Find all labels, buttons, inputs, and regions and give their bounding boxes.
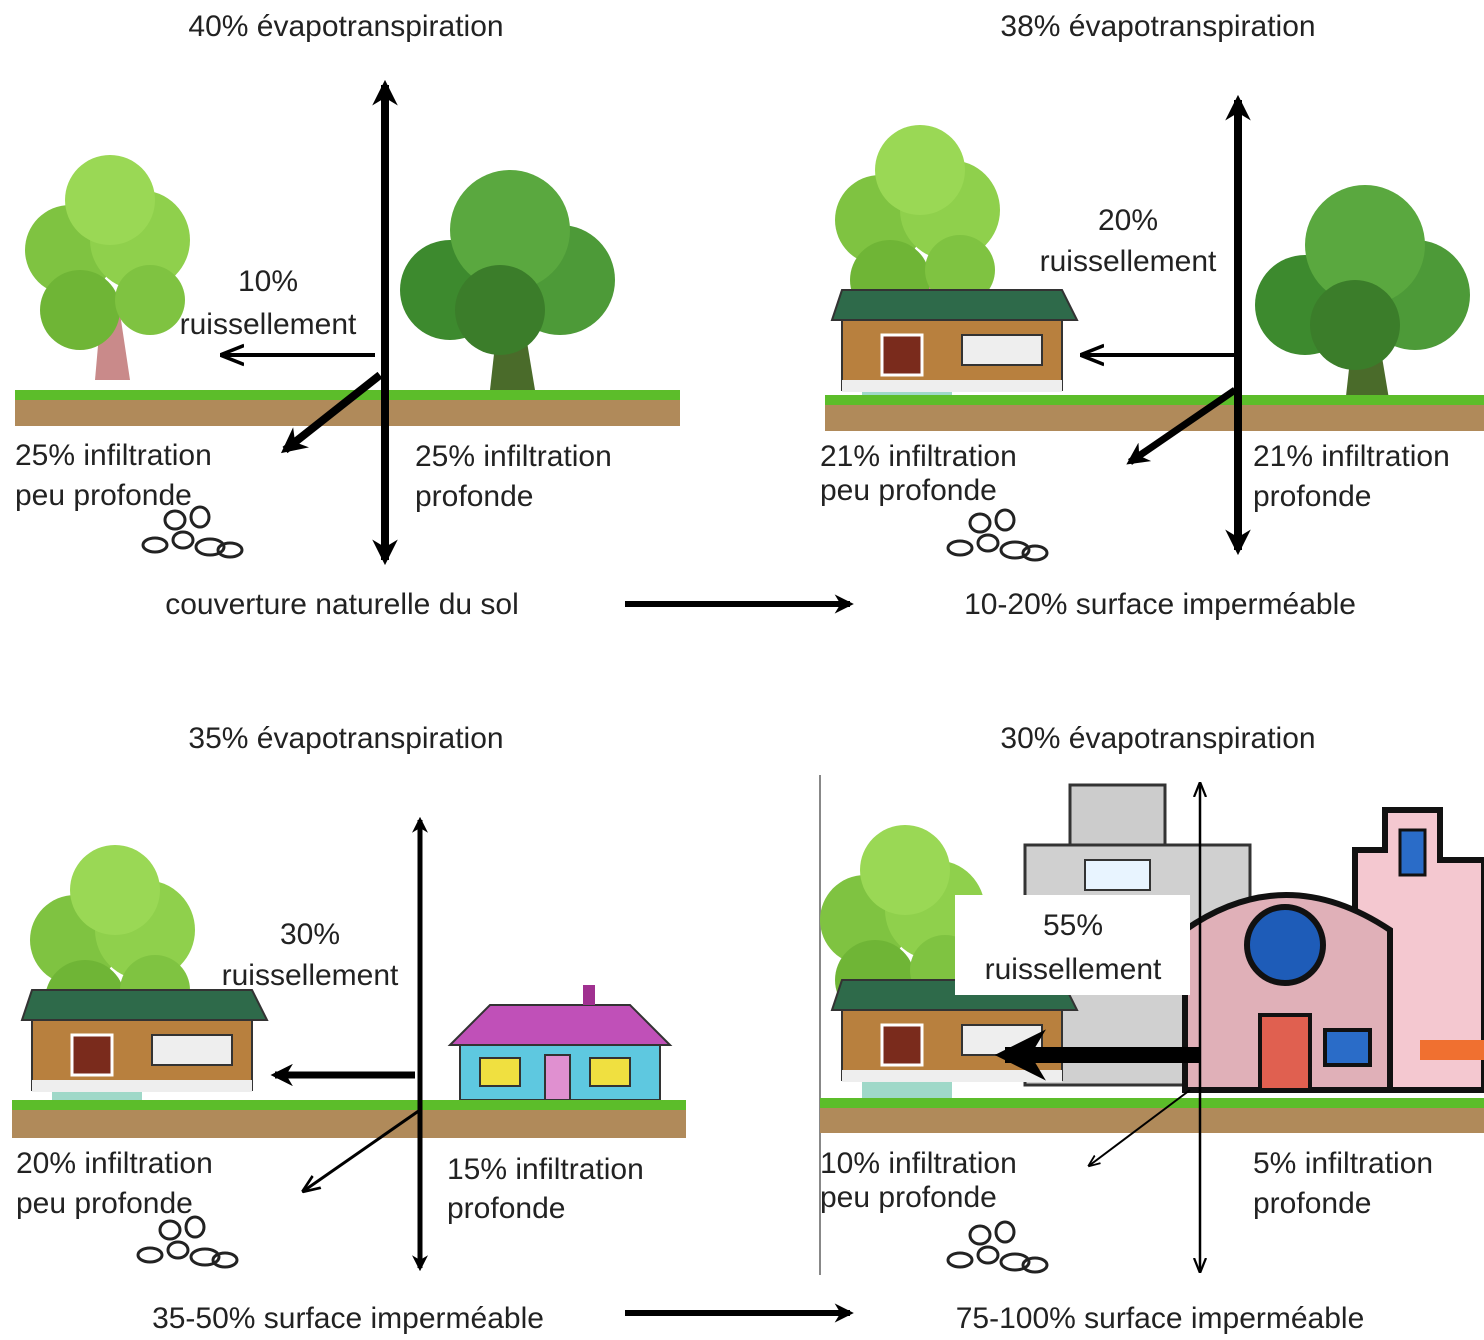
runoff-percent: 55% xyxy=(1043,909,1103,942)
deep-infiltration-label: profonde xyxy=(415,480,533,513)
runoff-percent: 30% xyxy=(280,918,340,951)
panel-caption: couverture naturelle du sol xyxy=(165,588,519,621)
deep-infiltration-label: profonde xyxy=(447,1192,565,1225)
runoff-label: ruissellement xyxy=(180,308,357,341)
deep-infiltration-label: 5% infiltration xyxy=(1253,1147,1433,1180)
panel-caption: 75-100% surface imperméable xyxy=(956,1302,1365,1335)
runoff-label: ruissellement xyxy=(222,959,399,992)
deep-infiltration-label: profonde xyxy=(1253,1187,1371,1220)
deep-infiltration-label: profonde xyxy=(1253,480,1371,513)
panel-low-impervious: 38% évapotranspiration 20% ruissellement… xyxy=(820,10,1484,621)
evapotranspiration-label: 35% évapotranspiration xyxy=(188,722,503,755)
shallow-infiltration-label: peu profonde xyxy=(16,1187,193,1220)
panel-natural: 40% évapotranspiration 10% ruissellement… xyxy=(15,10,680,621)
panel-caption: 35-50% surface imperméable xyxy=(152,1302,544,1335)
shallow-infiltration-label: 20% infiltration xyxy=(16,1147,213,1180)
evapotranspiration-label: 40% évapotranspiration xyxy=(188,10,503,43)
runoff-percent: 10% xyxy=(238,265,298,298)
panel-medium-impervious: 35% évapotranspiration 30% ruissellement… xyxy=(12,722,686,1335)
runoff-label: ruissellement xyxy=(1040,245,1217,278)
shallow-infiltration-label: peu profonde xyxy=(820,474,997,507)
shallow-infiltration-label: 10% infiltration xyxy=(820,1147,1017,1180)
panel-caption: 10-20% surface imperméable xyxy=(964,588,1356,621)
shallow-infiltration-label: peu profonde xyxy=(15,479,192,512)
evapotranspiration-label: 38% évapotranspiration xyxy=(1000,10,1315,43)
runoff-percent: 20% xyxy=(1098,204,1158,237)
diagram: 40% évapotranspiration 10% ruissellement… xyxy=(0,0,1484,1340)
shallow-infiltration-label: 25% infiltration xyxy=(15,439,212,472)
evapotranspiration-label: 30% évapotranspiration xyxy=(1000,722,1315,755)
shallow-infiltration-label: peu profonde xyxy=(820,1181,997,1214)
panel-high-impervious: 30% évapotranspiration 55% ruissellement… xyxy=(820,722,1484,1335)
shallow-infiltration-label: 21% infiltration xyxy=(820,440,1017,473)
runoff-label: ruissellement xyxy=(985,953,1162,986)
deep-infiltration-label: 21% infiltration xyxy=(1253,440,1450,473)
deep-infiltration-label: 15% infiltration xyxy=(447,1153,644,1186)
deep-infiltration-label: 25% infiltration xyxy=(415,440,612,473)
